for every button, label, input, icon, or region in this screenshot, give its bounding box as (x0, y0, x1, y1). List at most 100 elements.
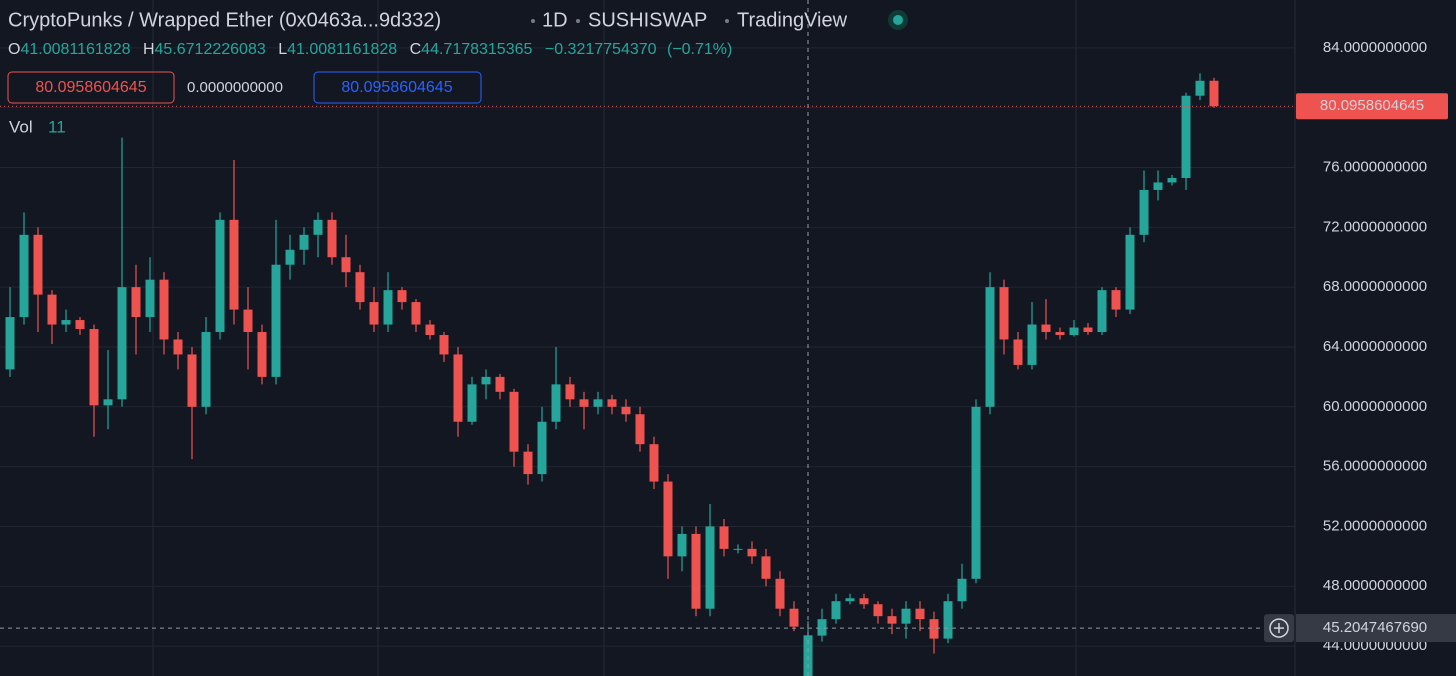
candle-body (61, 320, 71, 325)
candle-body (1153, 182, 1163, 190)
candle-body (5, 317, 15, 370)
plot (0, 0, 1295, 676)
candle-body (705, 526, 715, 609)
change-percent: (−0.71%) (667, 41, 732, 58)
ohlc-letter: H (143, 41, 155, 58)
candle-body (1083, 327, 1093, 333)
candle-body (663, 481, 673, 557)
spread: 0.0000000000 (187, 79, 283, 96)
candle-body (453, 354, 463, 422)
candle-body (355, 272, 365, 303)
candle-body (1055, 332, 1065, 336)
ohlc-high: 45.6712226083 (155, 41, 266, 58)
candle-body (481, 376, 491, 385)
y-tick-label: 84.0000000000 (1323, 39, 1427, 56)
candle-body (607, 399, 617, 407)
candle-body (1069, 327, 1079, 336)
separator (531, 19, 535, 23)
volume-label: Vol (9, 117, 33, 136)
ohlc-letter: L (278, 41, 287, 58)
candle-body (285, 249, 295, 265)
crosshair-label-box (1296, 614, 1456, 643)
candle-body (845, 598, 855, 602)
candle-body (257, 332, 267, 377)
candle-body (47, 294, 57, 325)
candle-body (159, 279, 169, 340)
candle-body (201, 332, 211, 407)
candle-body (999, 287, 1009, 340)
y-tick-label: 72.0000000000 (1323, 218, 1427, 235)
candle-body (929, 619, 939, 639)
y-tick-label: 76.0000000000 (1323, 158, 1427, 175)
candle-body (173, 339, 183, 355)
candle-body (649, 444, 659, 482)
y-tick-label: 52.0000000000 (1323, 517, 1427, 534)
ohlc-low: 41.0081161828 (287, 41, 397, 58)
time-grid (152, 0, 1077, 676)
candle-body (19, 234, 29, 318)
candle-body (915, 608, 925, 620)
candle-body (901, 608, 911, 624)
candle-body (89, 329, 99, 406)
candle-body (985, 287, 995, 407)
last-price-label: 80.0958604645 (1320, 97, 1424, 114)
candle-body (565, 384, 575, 400)
ohlc-close: 44.7178315365 (421, 41, 532, 58)
buy-box[interactable] (313, 71, 482, 104)
interval: 1D (542, 9, 568, 31)
candle-body (215, 219, 225, 333)
source: TradingView (737, 9, 848, 31)
candle-body (747, 548, 757, 557)
candle-body (733, 548, 743, 550)
candle-body (775, 578, 785, 609)
candle-body (369, 302, 379, 325)
candle-body (313, 219, 323, 235)
candle-body (131, 287, 141, 318)
candle-body (691, 533, 701, 609)
y-tick-label: 68.0000000000 (1323, 278, 1427, 295)
sell-box[interactable] (7, 71, 175, 104)
exchange: SUSHISWAP (588, 9, 707, 31)
candle-body (425, 324, 435, 336)
candle-body (1041, 324, 1051, 333)
candle-body (397, 290, 407, 303)
candle-body (621, 406, 631, 415)
candle-body (495, 376, 505, 392)
change: −0.3217754370 (545, 41, 657, 58)
candle-body (1125, 234, 1135, 310)
candle-body (789, 608, 799, 627)
candle-body (831, 601, 841, 620)
y-tick-label: 60.0000000000 (1323, 398, 1427, 415)
ohlc-open: 41.0081161828 (20, 41, 130, 58)
candle-body (943, 601, 953, 639)
candle-body (1167, 177, 1177, 183)
candle-body (341, 257, 351, 273)
separator (725, 19, 729, 23)
candle-body (677, 533, 687, 557)
candle-body (467, 384, 477, 422)
candle-body (1209, 80, 1219, 107)
candle-body (635, 414, 645, 445)
candle-body (33, 234, 43, 295)
candle-body (439, 335, 449, 355)
chart-title: CryptoPunks / Wrapped Ether (0x0463a...9… (8, 9, 441, 31)
candle-body (103, 399, 113, 406)
y-tick-label: 64.0000000000 (1323, 338, 1427, 355)
candle-body (859, 598, 869, 605)
candle-body (411, 302, 421, 325)
candle-body (803, 635, 813, 676)
status-dot (893, 15, 903, 25)
candle-body (117, 287, 127, 400)
candle-body (873, 604, 883, 617)
candle-body (383, 290, 393, 325)
candle-body (187, 354, 197, 407)
ohlc-legend: O41.0081161828 H45.6712226083 L41.008116… (8, 41, 732, 58)
volume-value: 11 (48, 117, 66, 136)
candle-body (887, 616, 897, 624)
candle-body (75, 320, 85, 330)
candle-body (593, 399, 603, 407)
candle-body (971, 406, 981, 579)
